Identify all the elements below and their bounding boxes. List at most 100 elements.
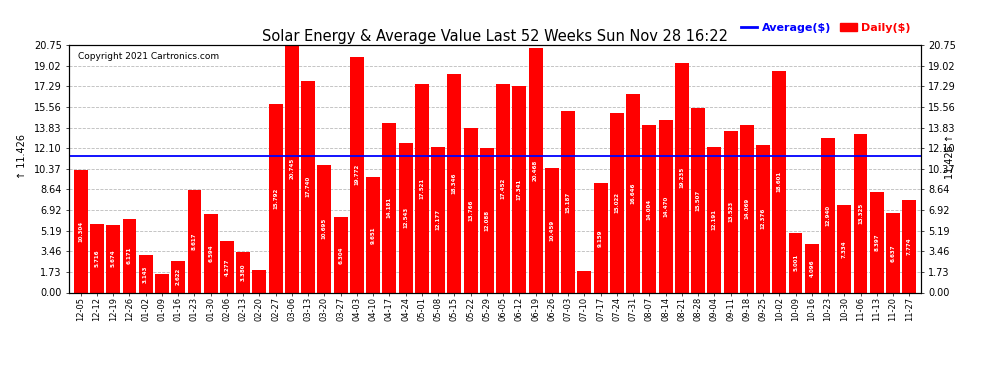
Text: 10.304: 10.304 [78,220,83,242]
Text: ↑ 11.426: ↑ 11.426 [18,134,28,179]
Text: 8.617: 8.617 [192,232,197,250]
Text: 12.191: 12.191 [712,209,717,230]
Bar [724,131,738,292]
Text: 15.792: 15.792 [273,188,278,209]
Text: 11.426 ↑: 11.426 ↑ [945,134,955,179]
Text: 17.521: 17.521 [420,177,425,199]
Bar [610,113,624,292]
Bar [463,128,477,292]
Text: Copyright 2021 Cartronics.com: Copyright 2021 Cartronics.com [78,53,219,62]
Bar [643,126,656,292]
Text: 15.187: 15.187 [565,191,570,213]
Text: 17.740: 17.740 [306,176,311,197]
Text: 5.674: 5.674 [111,250,116,267]
Text: 20.745: 20.745 [289,158,294,179]
Text: 20.468: 20.468 [534,160,539,181]
Bar [155,274,169,292]
Bar [480,148,494,292]
Text: 10.459: 10.459 [549,219,554,241]
Bar [821,138,835,292]
Bar [268,104,282,292]
Text: 17.452: 17.452 [501,178,506,199]
Text: 6.171: 6.171 [127,247,132,264]
Bar [123,219,137,292]
Text: 5.001: 5.001 [793,254,798,271]
Bar [415,84,429,292]
Text: 2.622: 2.622 [175,268,180,285]
Text: 10.695: 10.695 [322,218,327,239]
Bar [627,94,640,292]
Text: 19.235: 19.235 [679,167,684,188]
Text: 19.772: 19.772 [354,164,359,185]
Bar [350,57,363,292]
Bar [237,252,250,292]
Bar [285,45,299,292]
Bar [432,147,446,292]
Text: 12.543: 12.543 [403,207,408,228]
Bar [106,225,120,292]
Text: 14.470: 14.470 [663,196,668,217]
Text: 16.646: 16.646 [631,183,636,204]
Text: 8.397: 8.397 [874,234,879,251]
Bar [399,143,413,292]
Bar [204,214,218,292]
Text: 4.096: 4.096 [810,260,815,277]
Text: 12.088: 12.088 [484,210,489,231]
Text: 18.601: 18.601 [777,171,782,192]
Bar [496,84,510,292]
Bar [318,165,332,292]
Text: 3.380: 3.380 [241,264,246,281]
Bar [675,63,689,292]
Bar [382,123,396,292]
Bar [513,86,527,292]
Bar [171,261,185,292]
Text: 3.143: 3.143 [144,265,148,282]
Text: 14.004: 14.004 [646,198,651,219]
Bar [544,168,558,292]
Bar [447,74,461,292]
Text: 9.159: 9.159 [598,229,603,247]
Bar [886,213,900,292]
Text: 14.069: 14.069 [744,198,749,219]
Text: 5.716: 5.716 [94,250,99,267]
Text: 12.376: 12.376 [760,208,765,230]
Legend: Average($), Daily($): Average($), Daily($) [737,18,915,37]
Text: 6.637: 6.637 [891,244,896,262]
Bar [853,134,867,292]
Bar [561,111,575,292]
Bar [301,81,315,292]
Bar [74,170,87,292]
Bar [691,108,705,292]
Bar [838,205,851,292]
Text: 13.766: 13.766 [468,200,473,221]
Bar [594,183,608,292]
Bar [870,192,884,292]
Text: 15.022: 15.022 [615,192,620,213]
Text: 17.341: 17.341 [517,178,522,200]
Bar [366,177,380,292]
Text: 15.507: 15.507 [696,189,701,211]
Bar [252,270,266,292]
Bar [789,233,803,292]
Bar [903,200,916,292]
Bar [708,147,722,292]
Title: Solar Energy & Average Value Last 52 Weeks Sun Nov 28 16:22: Solar Energy & Average Value Last 52 Wee… [262,29,728,44]
Text: 7.774: 7.774 [907,237,912,255]
Text: 6.594: 6.594 [208,244,213,262]
Text: 12.177: 12.177 [436,209,441,231]
Bar [187,190,201,292]
Text: 12.940: 12.940 [826,205,831,226]
Text: 7.334: 7.334 [842,240,846,258]
Bar [658,120,672,292]
Text: 14.181: 14.181 [387,197,392,219]
Bar [334,217,347,292]
Bar [139,255,152,292]
Text: 4.277: 4.277 [225,258,230,276]
Bar [805,244,819,292]
Text: 9.651: 9.651 [370,226,375,244]
Text: 6.304: 6.304 [339,246,344,264]
Text: 13.325: 13.325 [858,202,863,223]
Bar [529,48,543,292]
Text: 13.523: 13.523 [728,201,734,222]
Bar [220,242,234,292]
